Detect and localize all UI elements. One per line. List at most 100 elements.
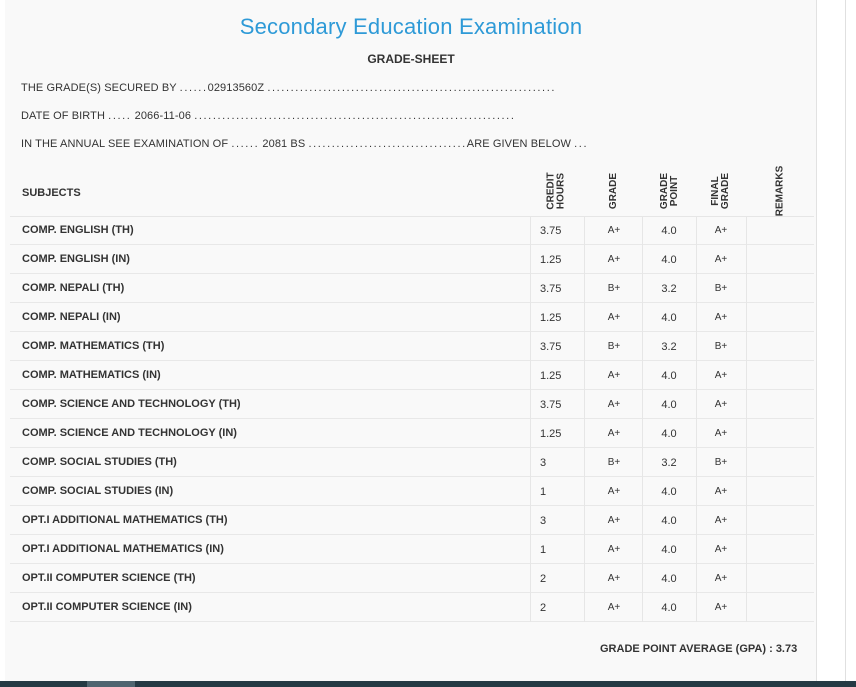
header-grade: GRADE: [608, 172, 619, 210]
final-grade-value: A+: [714, 515, 728, 526]
column-divider: [530, 274, 531, 303]
subject-name: COMP. SOCIAL STUDIES (TH): [22, 456, 177, 468]
date-of-birth-line: DATE OF BIRTH ..... 2066-11-06 .........…: [21, 110, 516, 122]
column-divider: [746, 332, 747, 361]
subject-name: OPT.I ADDITIONAL MATHEMATICS (TH): [22, 514, 228, 526]
column-divider: [642, 274, 643, 303]
final-grade-value: A+: [714, 225, 728, 236]
column-divider: [530, 361, 531, 390]
final-grade-value: A+: [714, 428, 728, 439]
remarks-value: [746, 303, 814, 332]
column-divider: [696, 390, 697, 419]
column-divider: [530, 303, 531, 332]
header-remarks: REMARKS: [774, 165, 785, 217]
subject-name: OPT.II COMPUTER SCIENCE (TH): [22, 572, 196, 584]
header-grade-point-cell: GRADE POINT: [646, 165, 694, 217]
symbol-number: 02913560Z: [207, 82, 265, 94]
subject-name: COMP. ENGLISH (IN): [22, 253, 130, 265]
column-divider: [530, 419, 531, 448]
exam-dots-after: ..................................: [308, 138, 467, 150]
column-divider: [642, 216, 643, 245]
column-divider: [584, 477, 585, 506]
remarks-value: [746, 506, 814, 535]
subject-name: COMP. NEPALI (TH): [22, 282, 125, 294]
column-divider: [642, 390, 643, 419]
column-divider: [642, 506, 643, 535]
grade-point-value: 4.0: [661, 572, 677, 585]
column-divider: [642, 448, 643, 477]
table-row: COMP. SOCIAL STUDIES (IN) 1 A+ 4.0 A+: [10, 477, 814, 506]
grade-value: B+: [607, 457, 621, 468]
column-divider: [584, 245, 585, 274]
column-divider: [530, 506, 531, 535]
final-grade-value: A+: [714, 254, 728, 265]
grade-point-value: 4.0: [661, 253, 677, 266]
credit-hours-value: 2: [540, 572, 547, 585]
grade-value: A+: [607, 602, 621, 613]
column-divider: [642, 303, 643, 332]
secured-by-label: THE GRADE(S) SECURED BY: [21, 82, 177, 94]
final-grade-value: A+: [714, 573, 728, 584]
grade-point-value: 4.0: [661, 311, 677, 324]
column-divider: [696, 419, 697, 448]
remarks-value: [746, 361, 814, 390]
column-divider: [696, 332, 697, 361]
grade-value: B+: [607, 283, 621, 294]
column-divider: [584, 506, 585, 535]
remarks-value: [746, 245, 814, 274]
subject-name: COMP. MATHEMATICS (TH): [22, 340, 165, 352]
credit-hours-value: 2: [540, 601, 547, 614]
credit-hours-value: 1.25: [540, 427, 562, 440]
grade-point-value: 4.0: [661, 398, 677, 411]
header-final-grade-cell: FINAL GRADE: [697, 165, 745, 217]
grade-point-value: 4.0: [661, 427, 677, 440]
column-divider: [584, 593, 585, 622]
final-grade-value: B+: [714, 457, 728, 468]
column-divider: [696, 506, 697, 535]
gpa-label: GRADE POINT AVERAGE (GPA) :: [600, 643, 773, 655]
page-title: Secondary Education Examination: [239, 14, 583, 39]
column-divider: [584, 390, 585, 419]
column-divider: [746, 245, 747, 274]
grade-value: A+: [607, 370, 621, 381]
column-divider: [696, 245, 697, 274]
scrollbar-thumb[interactable]: [87, 681, 135, 687]
column-divider: [584, 419, 585, 448]
final-grade-value: A+: [714, 370, 728, 381]
exam-year: 2081 BS: [262, 138, 306, 150]
column-divider: [746, 303, 747, 332]
bottom-scrollbar[interactable]: [0, 681, 856, 687]
column-divider: [746, 390, 747, 419]
remarks-value: [746, 477, 814, 506]
column-divider: [696, 274, 697, 303]
remarks-value: [746, 593, 814, 622]
table-row: OPT.II COMPUTER SCIENCE (TH) 2 A+ 4.0 A+: [10, 564, 814, 593]
column-divider: [584, 361, 585, 390]
header-subjects: SUBJECTS: [22, 187, 81, 199]
gpa-summary: GRADE POINT AVERAGE (GPA) : 3.73: [600, 643, 797, 655]
table-row: COMP. NEPALI (TH) 3.75 B+ 3.2 B+: [10, 274, 814, 303]
grade-value: A+: [607, 573, 621, 584]
column-divider: [696, 361, 697, 390]
grade-value: A+: [607, 544, 621, 555]
header-remarks-cell: REMARKS: [756, 165, 804, 217]
final-grade-value: A+: [714, 544, 728, 555]
credit-hours-value: 1: [540, 543, 547, 556]
column-divider: [530, 245, 531, 274]
grade-value: A+: [607, 254, 621, 265]
dob-dots-after: ........................................…: [194, 110, 516, 122]
column-divider: [696, 535, 697, 564]
grade-point-value: 4.0: [661, 369, 677, 382]
grade-point-value: 3.2: [661, 282, 677, 295]
table-row: COMP. ENGLISH (TH) 3.75 A+ 4.0 A+: [10, 216, 814, 245]
remarks-value: [746, 564, 814, 593]
exam-label: IN THE ANNUAL SEE EXAMINATION OF: [21, 138, 229, 150]
subject-name: COMP. SCIENCE AND TECHNOLOGY (IN): [22, 427, 237, 439]
final-grade-value: A+: [714, 486, 728, 497]
grade-value: A+: [607, 515, 621, 526]
final-grade-value: A+: [714, 312, 728, 323]
gpa-value: 3.73: [775, 643, 798, 655]
table-row: COMP. NEPALI (IN) 1.25 A+ 4.0 A+: [10, 303, 814, 332]
subject-name: COMP. MATHEMATICS (IN): [22, 369, 161, 381]
column-divider: [584, 216, 585, 245]
